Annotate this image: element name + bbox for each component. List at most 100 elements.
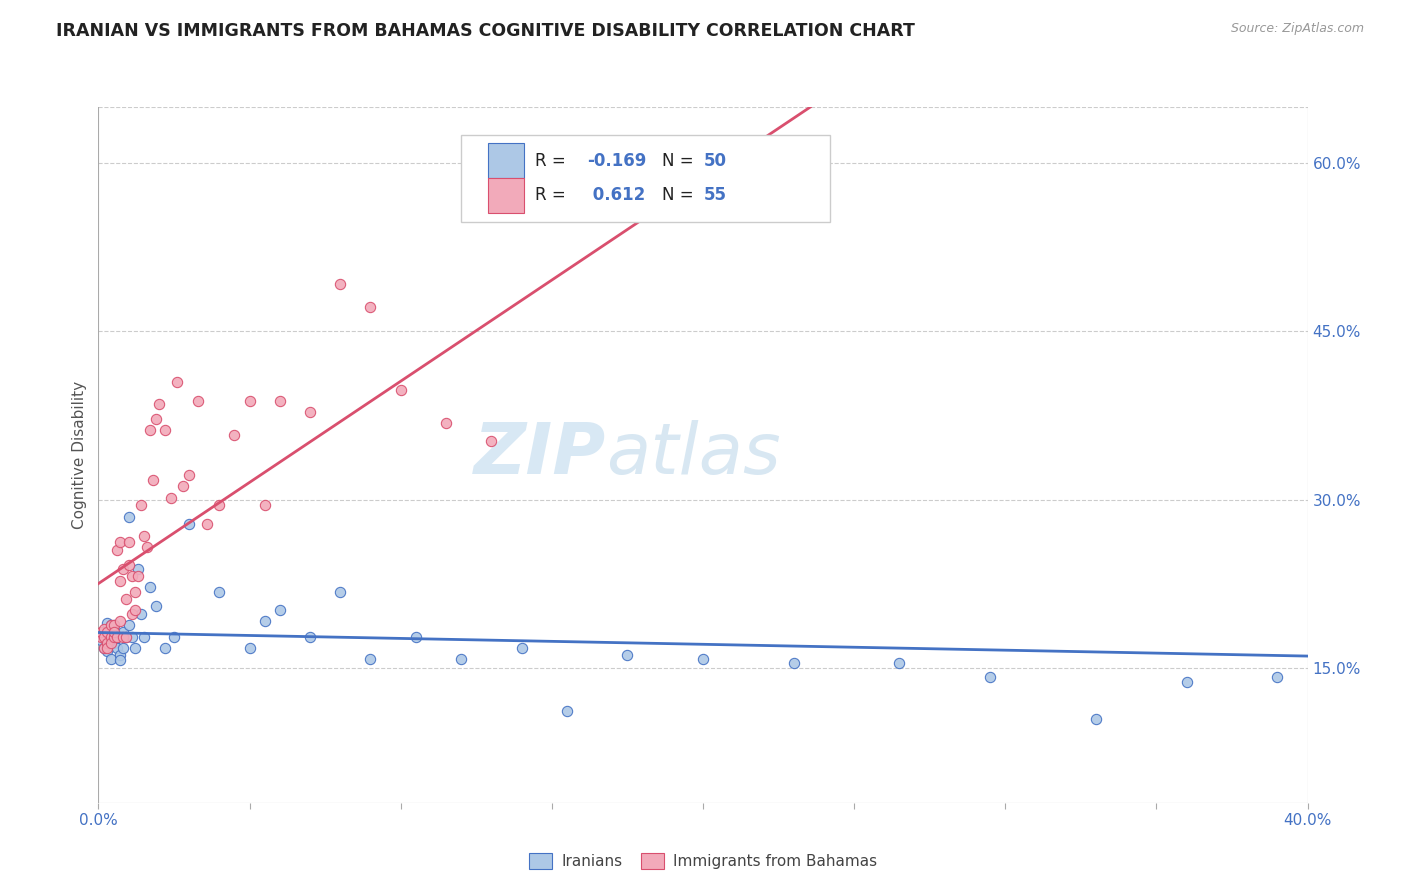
Point [111, 562, 134, 576]
Point [124, 603, 146, 617]
Point [111, 640, 134, 655]
Text: 55: 55 [704, 186, 727, 204]
Point [160, 491, 183, 505]
Point [96, 636, 118, 650]
Point [179, 517, 201, 532]
Point [239, 640, 262, 655]
Point [114, 630, 136, 644]
Point [253, 614, 276, 628]
Point [253, 499, 276, 513]
Text: R =: R = [534, 186, 571, 204]
Point [96, 640, 118, 655]
Point [105, 630, 128, 644]
Point [450, 652, 472, 666]
Point [142, 473, 165, 487]
Point [555, 704, 578, 718]
Point [103, 618, 125, 632]
Point [145, 599, 167, 614]
Point [239, 394, 262, 409]
Point [96, 625, 118, 640]
Point [139, 423, 162, 437]
Point [100, 630, 122, 644]
Legend: Iranians, Immigrants from Bahamas: Iranians, Immigrants from Bahamas [523, 847, 883, 875]
Point [100, 652, 122, 666]
Text: -0.169: -0.169 [586, 152, 647, 169]
Point [127, 569, 149, 583]
Point [90, 625, 112, 640]
Text: 50: 50 [704, 152, 727, 169]
Point [114, 591, 136, 606]
Point [148, 397, 170, 411]
Point [208, 499, 231, 513]
Point [103, 625, 125, 640]
FancyBboxPatch shape [488, 178, 524, 213]
Point [108, 653, 131, 667]
Text: atlas: atlas [606, 420, 780, 490]
Point [299, 630, 322, 644]
Point [118, 558, 141, 572]
Text: ZIP: ZIP [474, 420, 606, 490]
Point [118, 509, 141, 524]
Point [103, 624, 125, 639]
Point [360, 652, 382, 666]
Point [105, 630, 128, 644]
Point [132, 630, 155, 644]
Point [299, 405, 322, 419]
Point [90, 630, 112, 644]
Point [1085, 712, 1108, 726]
Y-axis label: Cognitive Disability: Cognitive Disability [72, 381, 87, 529]
Point [124, 640, 146, 655]
Point [139, 580, 162, 594]
Point [510, 640, 533, 655]
Text: R =: R = [534, 152, 571, 169]
Point [208, 584, 231, 599]
Point [783, 656, 806, 670]
Point [129, 499, 152, 513]
Point [135, 540, 157, 554]
Point [108, 614, 131, 628]
Point [118, 618, 141, 632]
Point [121, 607, 143, 622]
Point [124, 584, 146, 599]
Point [103, 618, 125, 632]
Point [121, 630, 143, 644]
Point [108, 574, 131, 588]
Point [105, 543, 128, 558]
Point [127, 562, 149, 576]
Point [172, 479, 194, 493]
Point [100, 630, 122, 644]
Point [153, 640, 176, 655]
FancyBboxPatch shape [488, 144, 524, 178]
Point [269, 603, 291, 617]
Point [187, 394, 209, 409]
Point [163, 630, 186, 644]
Point [329, 584, 352, 599]
Point [224, 427, 246, 442]
Point [145, 412, 167, 426]
Point [129, 607, 152, 622]
Text: 0.612: 0.612 [586, 186, 645, 204]
Point [979, 670, 1001, 684]
Point [105, 640, 128, 655]
Point [93, 622, 115, 636]
Point [329, 277, 352, 292]
Point [360, 300, 382, 314]
Point [100, 618, 122, 632]
Text: N =: N = [662, 152, 693, 169]
Point [100, 636, 122, 650]
Point [166, 375, 188, 389]
Point [434, 417, 457, 431]
Point [103, 630, 125, 644]
Point [153, 423, 176, 437]
Point [405, 630, 427, 644]
Point [90, 633, 112, 648]
Point [111, 625, 134, 640]
Point [692, 652, 714, 666]
Point [1175, 674, 1198, 689]
Point [195, 517, 218, 532]
Point [100, 618, 122, 632]
Point [179, 468, 201, 483]
Point [269, 394, 291, 409]
FancyBboxPatch shape [461, 135, 830, 222]
Point [389, 383, 412, 397]
